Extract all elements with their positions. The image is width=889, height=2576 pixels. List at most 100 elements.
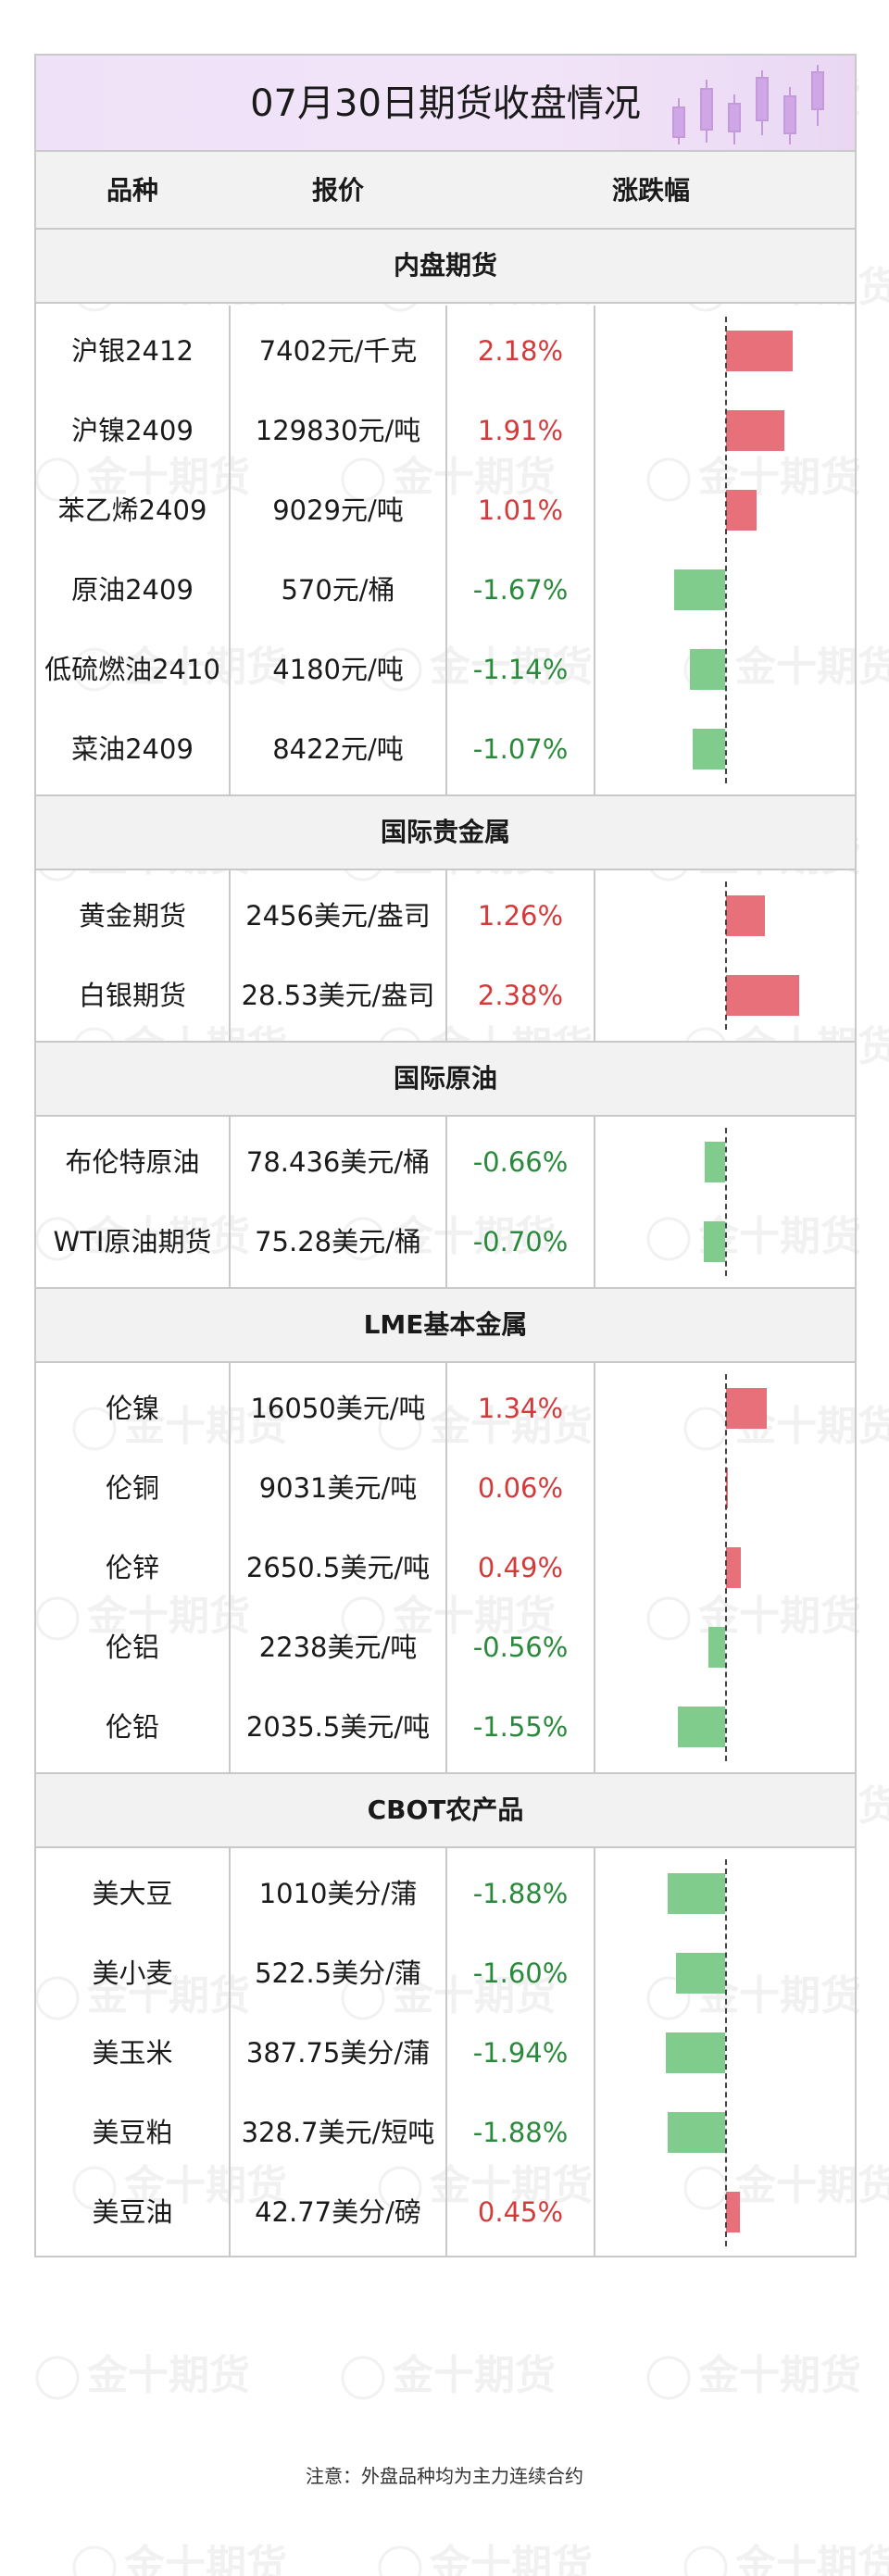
change-bar [673,569,725,610]
change-percent: -1.07% [472,733,569,765]
table-row: 黄金期货 2456美元/盎司 1.26% [36,876,855,956]
table-row: 菜油2409 8422元/吨 -1.07% [36,709,855,789]
table-row: 美大豆 1010美分/蒲 -1.88% [36,1854,855,1933]
change-bar [677,1707,725,1747]
instrument-name: 美小麦 [92,1957,173,1989]
instrument-name: 黄金期货 [78,900,186,932]
table-row: 伦铅 2035.5美元/吨 -1.55% [36,1687,855,1767]
table-row: 伦镍 16050美元/吨 1.34% [36,1369,855,1448]
quote-price: 7402元/千克 [258,335,418,367]
header-name: 品种 [106,175,158,206]
column-divider [229,1848,231,2257]
change-bar [676,1953,725,1994]
change-percent: -1.14% [472,654,569,685]
change-bar [726,1388,768,1429]
change-percent: 0.49% [477,1552,564,1583]
table-row: 苯乙烯2409 9029元/吨 1.01% [36,470,855,550]
instrument-name: 美豆粕 [92,2117,173,2148]
watermark-logo-icon: 金十期货 [341,2352,556,2400]
change-percent: -1.88% [472,2117,569,2148]
section-title: CBOT农产品 [367,1794,524,1825]
section-title: LME基本金属 [363,1309,528,1340]
instrument-name: 伦铅 [105,1711,159,1743]
svg-text:金十期货: 金十期货 [734,2542,889,2576]
watermark-logo-icon: 金十期货 [72,2542,287,2576]
table-row: 美豆粕 328.7美元/短吨 -1.88% [36,2093,855,2172]
header-change: 涨跌幅 [611,175,690,206]
section-header: LME基本金属 [36,1287,855,1363]
change-bar [667,2112,725,2153]
instrument-name: 沪镍2409 [71,415,194,446]
quote-price: 9029元/吨 [272,494,404,526]
change-bar [703,1221,725,1262]
instrument-name: 低硫燃油2410 [44,654,220,685]
page-title: 07月30日期货收盘情况 [250,82,641,125]
section-title: 国际原油 [393,1063,497,1094]
quote-price: 328.7美元/短吨 [241,2117,435,2148]
instrument-name: 菜油2409 [71,733,194,765]
change-percent: -1.55% [472,1711,569,1743]
column-divider [445,1363,447,1772]
table-row: 伦铜 9031美元/吨 0.06% [36,1448,855,1528]
column-divider [594,306,595,794]
change-percent: 0.06% [477,1472,564,1504]
change-percent: -0.56% [472,1632,569,1663]
table-row: 伦铝 2238美元/吨 -0.56% [36,1607,855,1687]
quote-price: 2035.5美元/吨 [245,1711,431,1743]
table-row: WTI原油期货 75.28美元/桶 -0.70% [36,1202,855,1282]
column-divider [445,1117,447,1287]
change-bar [705,1142,725,1182]
column-divider [445,306,447,794]
table-row: 白银期货 28.53美元/盎司 2.38% [36,956,855,1035]
zero-axis [725,317,727,783]
change-bar [726,1468,728,1508]
column-divider [229,306,231,794]
zero-axis [725,1859,727,2246]
table-row: 伦锌 2650.5美元/吨 0.49% [36,1528,855,1607]
table-row: 原油2409 570元/桶 -1.67% [36,550,855,630]
section-header: 内盘期货 [36,228,855,304]
quote-price: 28.53美元/盎司 [241,980,435,1011]
change-bar [726,975,799,1016]
table-header: 品种 报价 涨跌幅 [36,152,855,230]
table-row: 美玉米 387.75美分/蒲 -1.94% [36,2013,855,2093]
change-percent: -0.70% [472,1226,569,1257]
change-bar [726,895,765,936]
change-percent: 2.38% [477,980,564,1011]
instrument-name: 美玉米 [92,2037,173,2069]
quote-price: 9031美元/吨 [258,1472,418,1504]
change-bar [667,1873,725,1914]
column-divider [445,1848,447,2257]
quote-price: 42.77美分/磅 [255,2196,421,2228]
watermark-logo-icon: 金十期货 [683,2542,889,2576]
change-percent: -1.60% [472,1957,569,1989]
instrument-name: WTI原油期货 [53,1226,212,1257]
svg-text:金十期货: 金十期货 [86,2352,250,2399]
column-divider [594,1848,595,2257]
change-percent: 1.91% [477,415,564,446]
instrument-name: 美大豆 [92,1878,173,1909]
section-header: CBOT农产品 [36,1772,855,1848]
column-divider [445,870,447,1041]
instrument-name: 白银期货 [78,980,186,1011]
change-bar [707,1627,725,1668]
change-percent: -1.94% [472,2037,569,2069]
change-percent: -1.67% [472,574,569,606]
change-percent: -1.88% [472,1878,569,1909]
change-bar [726,331,793,371]
watermark-logo-icon: 金十期货 [646,2352,861,2400]
table-row: 布伦特原油 78.436美元/桶 -0.66% [36,1122,855,1202]
table-row: 低硫燃油2410 4180元/吨 -1.14% [36,630,855,709]
change-percent: 0.45% [477,2196,564,2228]
quote-price: 2650.5美元/吨 [245,1552,431,1583]
quote-price: 16050美元/吨 [250,1393,426,1424]
zero-axis [725,1374,727,1761]
column-divider [229,870,231,1041]
quote-price: 129830元/吨 [255,415,421,446]
quote-price: 522.5美分/蒲 [255,1957,421,1989]
column-divider [594,870,595,1041]
quote-price: 387.75美分/蒲 [245,2037,431,2069]
zero-axis [725,1128,727,1276]
change-bar [726,1547,742,1588]
watermark-logo-icon: 金十期货 [35,2352,250,2400]
